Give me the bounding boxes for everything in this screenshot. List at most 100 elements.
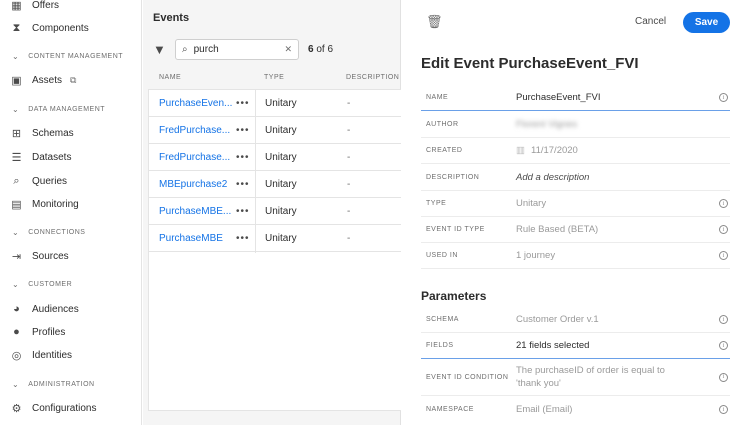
name-input[interactable]: PurchaseEvent_FVI xyxy=(516,92,601,103)
profiles-icon: ● xyxy=(13,326,20,338)
column-header-name[interactable]: NAME xyxy=(159,74,182,81)
info-icon[interactable]: i xyxy=(719,315,728,324)
identities-icon: ◎ xyxy=(11,349,22,362)
count-total: of 6 xyxy=(316,44,334,55)
filter-icon[interactable]: ▼ xyxy=(153,42,166,57)
info-icon[interactable]: i xyxy=(719,341,728,350)
edit-event-panel: 🗑 Cancel Save Edit Event PurchaseEvent_F… xyxy=(401,0,750,425)
table-row[interactable]: PurchaseMBE ••• Unitary - xyxy=(149,225,402,252)
field-label: NAME xyxy=(426,94,449,101)
fields-value[interactable]: 21 fields selected xyxy=(516,340,590,351)
info-icon[interactable]: i xyxy=(719,251,728,260)
events-panel: Events ▼ ⌕ purch ✕ 6 of 6 NAME TYPE DESC… xyxy=(143,0,402,425)
field-label: DESCRIPTION xyxy=(426,173,480,181)
sidebar-item-label: Components xyxy=(32,22,89,34)
event-name-link[interactable]: PurchaseMBE xyxy=(159,232,223,244)
queries-icon: ⌕ xyxy=(13,174,20,187)
description-field[interactable]: DESCRIPTION Add a description xyxy=(421,164,730,191)
description-input[interactable]: Add a description xyxy=(516,171,590,183)
section-content-management[interactable]: ⌄ CONTENT MANAGEMENT xyxy=(12,50,123,62)
sidebar-item-label: Queries xyxy=(32,175,68,187)
event-type: Unitary xyxy=(265,232,297,244)
sources-icon: ⇥ xyxy=(11,250,22,263)
more-icon[interactable]: ••• xyxy=(236,232,250,244)
sidebar-item-label: Profiles xyxy=(32,326,66,338)
sidebar-item-configurations[interactable]: ⚙ Configurations xyxy=(10,400,97,416)
section-data-management[interactable]: ⌄ DATA MANAGEMENT xyxy=(12,103,105,115)
more-icon[interactable]: ••• xyxy=(236,178,250,190)
table-row[interactable]: FredPurchase... ••• Unitary - xyxy=(149,117,402,144)
events-table: PurchaseEven... ••• Unitary - FredPurchase.… xyxy=(148,89,402,411)
chevron-down-icon: ⌄ xyxy=(12,279,20,289)
event-id-condition-field[interactable]: EVENT ID CONDITION The purchaseID of orde… xyxy=(421,359,730,396)
event-id-condition-value[interactable]: The purchaseID of order is equal to 'tha… xyxy=(516,365,665,389)
more-icon[interactable]: ••• xyxy=(236,205,250,217)
cancel-button[interactable]: Cancel xyxy=(635,16,667,27)
sidebar-item-label: Datasets xyxy=(32,151,72,163)
trash-icon[interactable]: 🗑 xyxy=(426,14,443,29)
section-customer[interactable]: ⌄ CUSTOMER xyxy=(12,278,72,290)
components-icon: ⧗ xyxy=(12,21,21,34)
event-type: Unitary xyxy=(265,178,297,190)
sidebar-item-monitoring[interactable]: ▤ Monitoring xyxy=(10,196,79,212)
field-label: FIELDS xyxy=(426,342,454,349)
sidebar-item-label: Monitoring xyxy=(32,198,79,210)
info-icon[interactable]: i xyxy=(719,93,728,102)
column-header-type[interactable]: TYPE xyxy=(264,74,285,81)
info-icon[interactable]: i xyxy=(719,372,728,382)
event-description: - xyxy=(347,205,351,217)
field-label: TYPE xyxy=(426,200,447,207)
table-row[interactable]: PurchaseEven... ••• Unitary - xyxy=(149,90,402,117)
clear-search-icon[interactable]: ✕ xyxy=(284,44,292,54)
namespace-field: NAMESPACE Email (Email) i xyxy=(421,396,730,423)
fields-field[interactable]: FIELDS 21 fields selected i xyxy=(421,333,730,359)
count-current: 6 xyxy=(308,44,314,55)
search-input[interactable]: ⌕ purch ✕ xyxy=(175,39,299,60)
event-name-link[interactable]: PurchaseEven... xyxy=(159,97,233,109)
event-id-type-value: Rule Based (BETA) xyxy=(516,224,599,235)
sidebar: ▦ Offers ⧗ Components ⌄ CONTENT MANAGEMENT … xyxy=(0,0,142,425)
field-label: CREATED xyxy=(426,147,463,154)
sidebar-item-identities[interactable]: ◎ Identities xyxy=(10,347,72,363)
name-field[interactable]: NAME PurchaseEvent_FVI i xyxy=(421,85,730,111)
type-field: TYPE Unitary i xyxy=(421,191,730,217)
sidebar-item-offers[interactable]: ▦ Offers xyxy=(10,0,59,13)
schemas-icon: ⊞ xyxy=(11,127,22,140)
chevron-down-icon: ⌄ xyxy=(12,379,20,389)
event-id-type-field: EVENT ID TYPE Rule Based (BETA) i xyxy=(421,217,730,243)
sidebar-item-audiences[interactable]: ◕ Audiences xyxy=(10,301,79,317)
sidebar-item-schemas[interactable]: ⊞ Schemas xyxy=(10,125,74,141)
sidebar-item-assets[interactable]: ▣ Assets ⧉ xyxy=(10,72,76,88)
event-name-link[interactable]: FredPurchase... xyxy=(159,151,231,163)
table-row[interactable]: MBEpurchase2 ••• Unitary - xyxy=(149,171,402,198)
sidebar-item-components[interactable]: ⧗ Components xyxy=(10,20,89,36)
event-name-link[interactable]: FredPurchase... xyxy=(159,124,231,136)
field-label: EVENT ID TYPE xyxy=(426,226,485,233)
section-administration[interactable]: ⌄ ADMINISTRATION xyxy=(12,378,95,390)
more-icon[interactable]: ••• xyxy=(236,97,250,109)
event-name-link[interactable]: PurchaseMBE... xyxy=(159,205,232,217)
save-button[interactable]: Save xyxy=(683,12,730,33)
more-icon[interactable]: ••• xyxy=(236,124,250,136)
event-description: - xyxy=(347,124,351,136)
result-count: 6 of 6 xyxy=(308,44,333,55)
info-icon[interactable]: i xyxy=(719,225,728,234)
column-header-description[interactable]: DESCRIPTION xyxy=(346,74,400,81)
event-name-link[interactable]: MBEpurchase2 xyxy=(159,178,228,190)
sidebar-item-sources[interactable]: ⇥ Sources xyxy=(10,248,69,264)
info-icon[interactable]: i xyxy=(719,199,728,208)
sidebar-item-queries[interactable]: ⌕ Queries xyxy=(10,173,67,189)
created-date: 11/17/2020 xyxy=(530,145,578,156)
more-icon[interactable]: ••• xyxy=(236,151,250,163)
sidebar-item-datasets[interactable]: ☰ Datasets xyxy=(10,149,72,165)
table-row[interactable]: FredPurchase... ••• Unitary - xyxy=(149,144,402,171)
event-type: Unitary xyxy=(265,124,297,136)
page-title: Edit Event PurchaseEvent_FVI xyxy=(421,55,639,72)
sidebar-item-profiles[interactable]: ● Profiles xyxy=(10,324,65,340)
table-row[interactable]: PurchaseMBE... ••• Unitary - xyxy=(149,198,402,225)
info-icon[interactable]: i xyxy=(719,405,728,414)
section-connections[interactable]: ⌄ CONNECTIONS xyxy=(12,226,85,238)
configurations-icon: ⚙ xyxy=(11,402,22,415)
sidebar-item-label: Configurations xyxy=(32,402,97,414)
event-description: - xyxy=(347,178,351,190)
